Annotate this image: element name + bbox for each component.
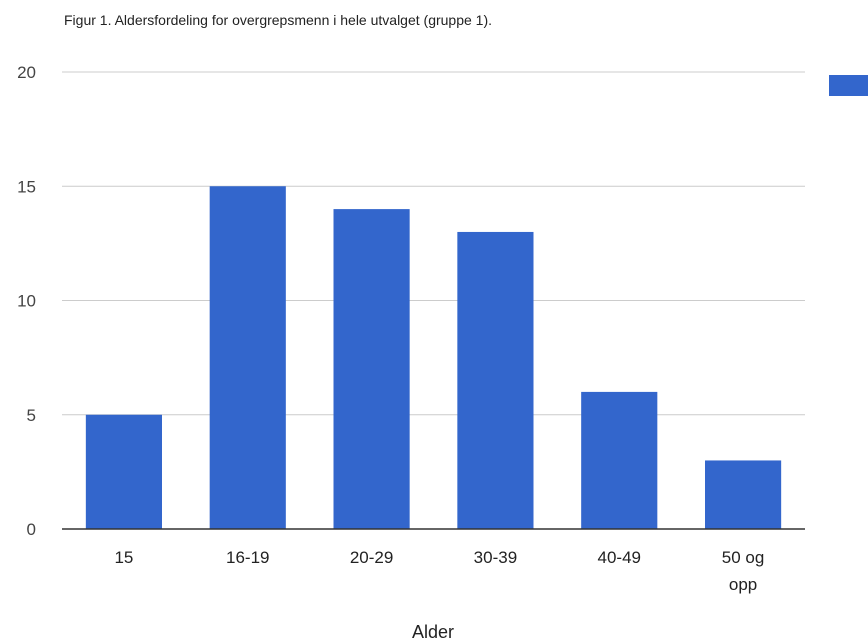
x-tick-label: 40-49	[598, 548, 641, 567]
x-tick-label: 50 og opp	[722, 548, 765, 594]
y-axis-ticks: 0 5 10 15 20	[17, 63, 36, 539]
legend-swatch	[829, 75, 868, 96]
y-tick-label: 15	[17, 177, 36, 196]
y-tick-label: 20	[17, 63, 36, 82]
x-axis-title: Alder	[412, 622, 454, 642]
y-tick-label: 0	[27, 520, 36, 539]
bar	[457, 231, 534, 529]
bar	[85, 414, 162, 529]
gridlines	[62, 71, 805, 416]
x-tick-label: 16-19	[226, 548, 269, 567]
bar	[209, 186, 286, 529]
bar	[705, 460, 782, 529]
bar	[581, 391, 658, 529]
x-tick-label: 30-39	[474, 548, 517, 567]
x-axis-labels: 15 16-19 20-29 30-39 40-49 50 og opp	[114, 548, 764, 594]
bars	[85, 186, 782, 529]
y-tick-label: 5	[27, 406, 36, 425]
chart-title: Figur 1. Aldersfordeling for overgrepsme…	[64, 12, 493, 28]
x-tick-label: 15	[114, 548, 133, 567]
y-tick-label: 10	[17, 292, 36, 311]
x-tick-label: 20-29	[350, 548, 393, 567]
bar	[333, 209, 410, 529]
